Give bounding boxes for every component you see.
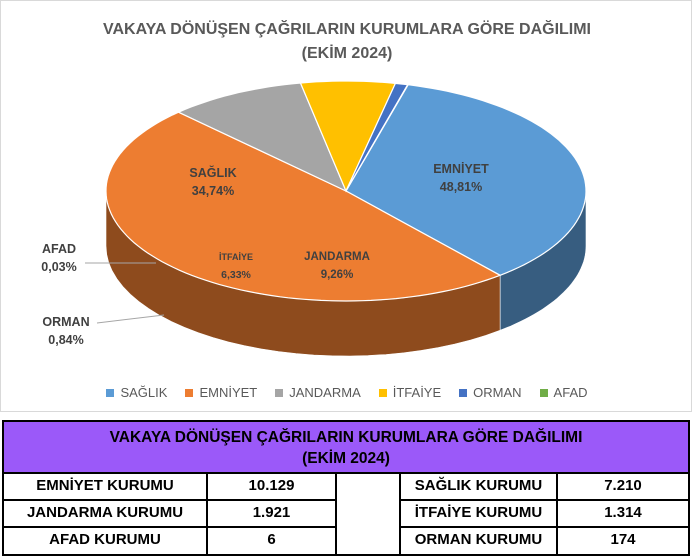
pie-slice-emni̇yet bbox=[105, 111, 502, 302]
table-header: VAKAYA DÖNÜŞEN ÇAĞRILARIN KURUMLARA GÖRE… bbox=[4, 422, 688, 474]
row-label-left: AFAD KURUMU bbox=[4, 528, 208, 555]
pie-chart: SAĞLIK 34,74% EMNİYET 48,81% JANDARMA 9,26% İT… bbox=[41, 80, 587, 357]
row-value-right: 7.210 bbox=[558, 474, 688, 501]
legend-swatch bbox=[459, 388, 468, 397]
legend-swatch bbox=[378, 388, 387, 397]
row-label-left: EMNİYET KURUMU bbox=[4, 474, 208, 501]
slice-value-label: 6,33% bbox=[221, 269, 251, 281]
slice-name-label: İTFAİYE bbox=[219, 252, 253, 262]
legend-label: ORMAN bbox=[473, 385, 522, 400]
slice-name-label: AFAD bbox=[42, 242, 76, 256]
summary-table: VAKAYA DÖNÜŞEN ÇAĞRILARIN KURUMLARA GÖRE… bbox=[2, 420, 690, 556]
legend-label: EMNİYET bbox=[199, 385, 258, 400]
row-label-right: SAĞLIK KURUMU bbox=[401, 474, 558, 501]
slice-name-label: EMNİYET bbox=[433, 161, 489, 176]
legend-item: SAĞLIK bbox=[106, 385, 167, 400]
legend-item: ORMAN bbox=[459, 385, 522, 400]
table-subtitle: (EKİM 2024) bbox=[302, 450, 390, 467]
legend-swatch bbox=[106, 388, 115, 397]
pie-slice-afad bbox=[345, 84, 410, 192]
table-spacer bbox=[337, 474, 401, 554]
leader-line-4 bbox=[96, 314, 165, 324]
slice-value-label: 34,74% bbox=[192, 184, 234, 198]
row-value-left: 1.921 bbox=[208, 501, 337, 528]
chart-area: VAKAYA DÖNÜŞEN ÇAĞRILARIN KURUMLARA GÖRE… bbox=[0, 0, 692, 412]
row-label-right: İTFAİYE KURUMU bbox=[401, 501, 558, 528]
chart-legend: SAĞLIK EMNİYET JANDARMA İTFAİYE ORMAN AFAD bbox=[1, 385, 692, 400]
table-title: VAKAYA DÖNÜŞEN ÇAĞRILARIN KURUMLARA GÖRE… bbox=[109, 429, 583, 446]
slice-value-label: 0,84% bbox=[48, 333, 83, 347]
pie-slice-i̇tfai̇ye bbox=[299, 80, 397, 193]
legend-label: SAĞLIK bbox=[120, 385, 168, 400]
row-value-right: 1.314 bbox=[558, 501, 688, 528]
chart-title: VAKAYA DÖNÜŞEN ÇAĞRILARIN KURUMLARA GÖRE… bbox=[102, 21, 591, 38]
slice-name-label: SAĞLIK bbox=[189, 165, 236, 180]
row-value-left: 6 bbox=[208, 528, 337, 555]
table-row: JANDARMA KURUMU 1.921 İTFAİYE KURUMU 1.314 bbox=[4, 501, 688, 528]
slice-value-label: 48,81% bbox=[440, 180, 482, 194]
table-row: EMNİYET KURUMU 10.129 SAĞLIK KURUMU 7.210 bbox=[4, 474, 688, 501]
legend-item: AFAD bbox=[539, 385, 588, 400]
row-label-left: JANDARMA KURUMU bbox=[4, 501, 208, 528]
row-value-left: 10.129 bbox=[208, 474, 337, 501]
slice-value-label: 0,03% bbox=[41, 260, 76, 274]
legend-label: AFAD bbox=[553, 385, 588, 400]
chart-subtitle: (EKİM 2024) bbox=[301, 45, 393, 62]
pie-slice-jandarma bbox=[177, 82, 348, 193]
slice-name-label: ORMAN bbox=[42, 315, 89, 329]
legend-item: İTFAİYE bbox=[378, 385, 442, 400]
legend-item: JANDARMA bbox=[275, 385, 361, 400]
legend-label: İTFAİYE bbox=[392, 385, 442, 400]
legend-swatch bbox=[185, 388, 194, 397]
legend-label: JANDARMA bbox=[289, 385, 361, 400]
slice-value-label: 9,26% bbox=[321, 269, 354, 281]
pie-slice-sağlik bbox=[345, 84, 587, 276]
legend-swatch bbox=[539, 388, 548, 397]
row-label-right: ORMAN KURUMU bbox=[401, 528, 558, 555]
legend-item: EMNİYET bbox=[185, 385, 257, 400]
slice-name-label: JANDARMA bbox=[304, 251, 370, 263]
row-value-right: 174 bbox=[610, 531, 636, 548]
legend-swatch bbox=[275, 388, 284, 397]
table-row: AFAD KURUMU 6 ORMAN KURUMU 174 bbox=[4, 528, 688, 555]
